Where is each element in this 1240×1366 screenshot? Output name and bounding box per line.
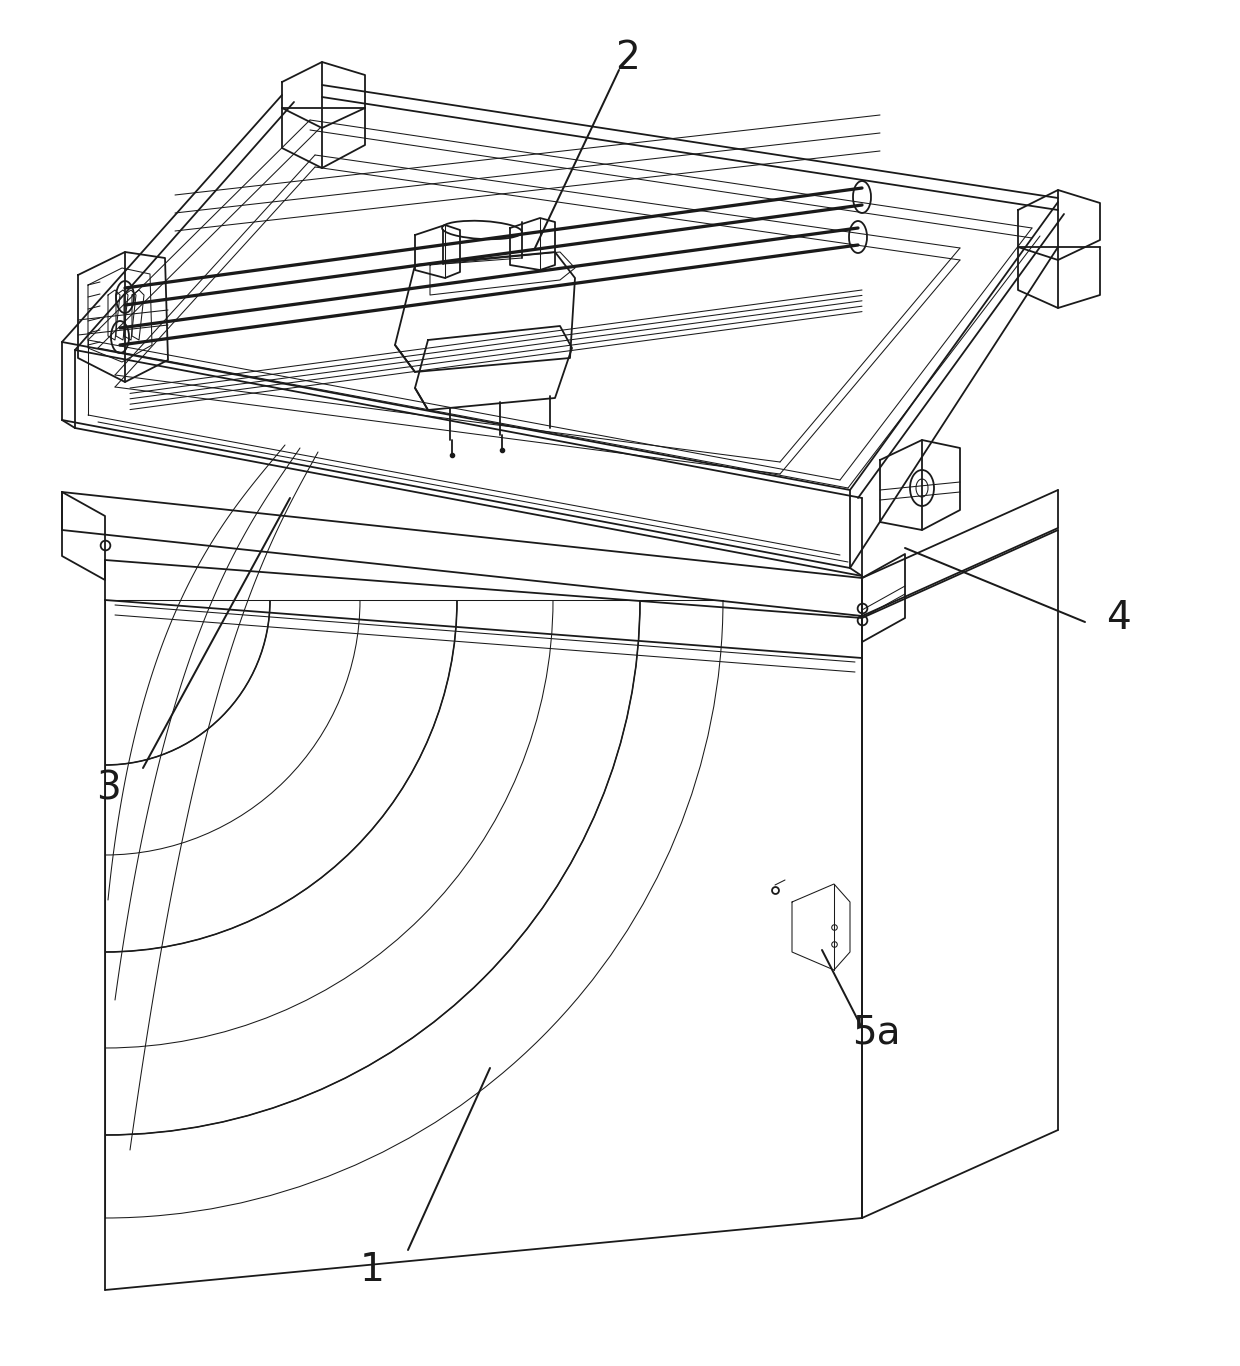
- Text: 5a: 5a: [852, 1014, 900, 1050]
- Text: 3: 3: [95, 769, 120, 807]
- Text: 1: 1: [360, 1251, 384, 1290]
- Text: 4: 4: [1106, 600, 1131, 637]
- Text: 2: 2: [615, 40, 640, 76]
